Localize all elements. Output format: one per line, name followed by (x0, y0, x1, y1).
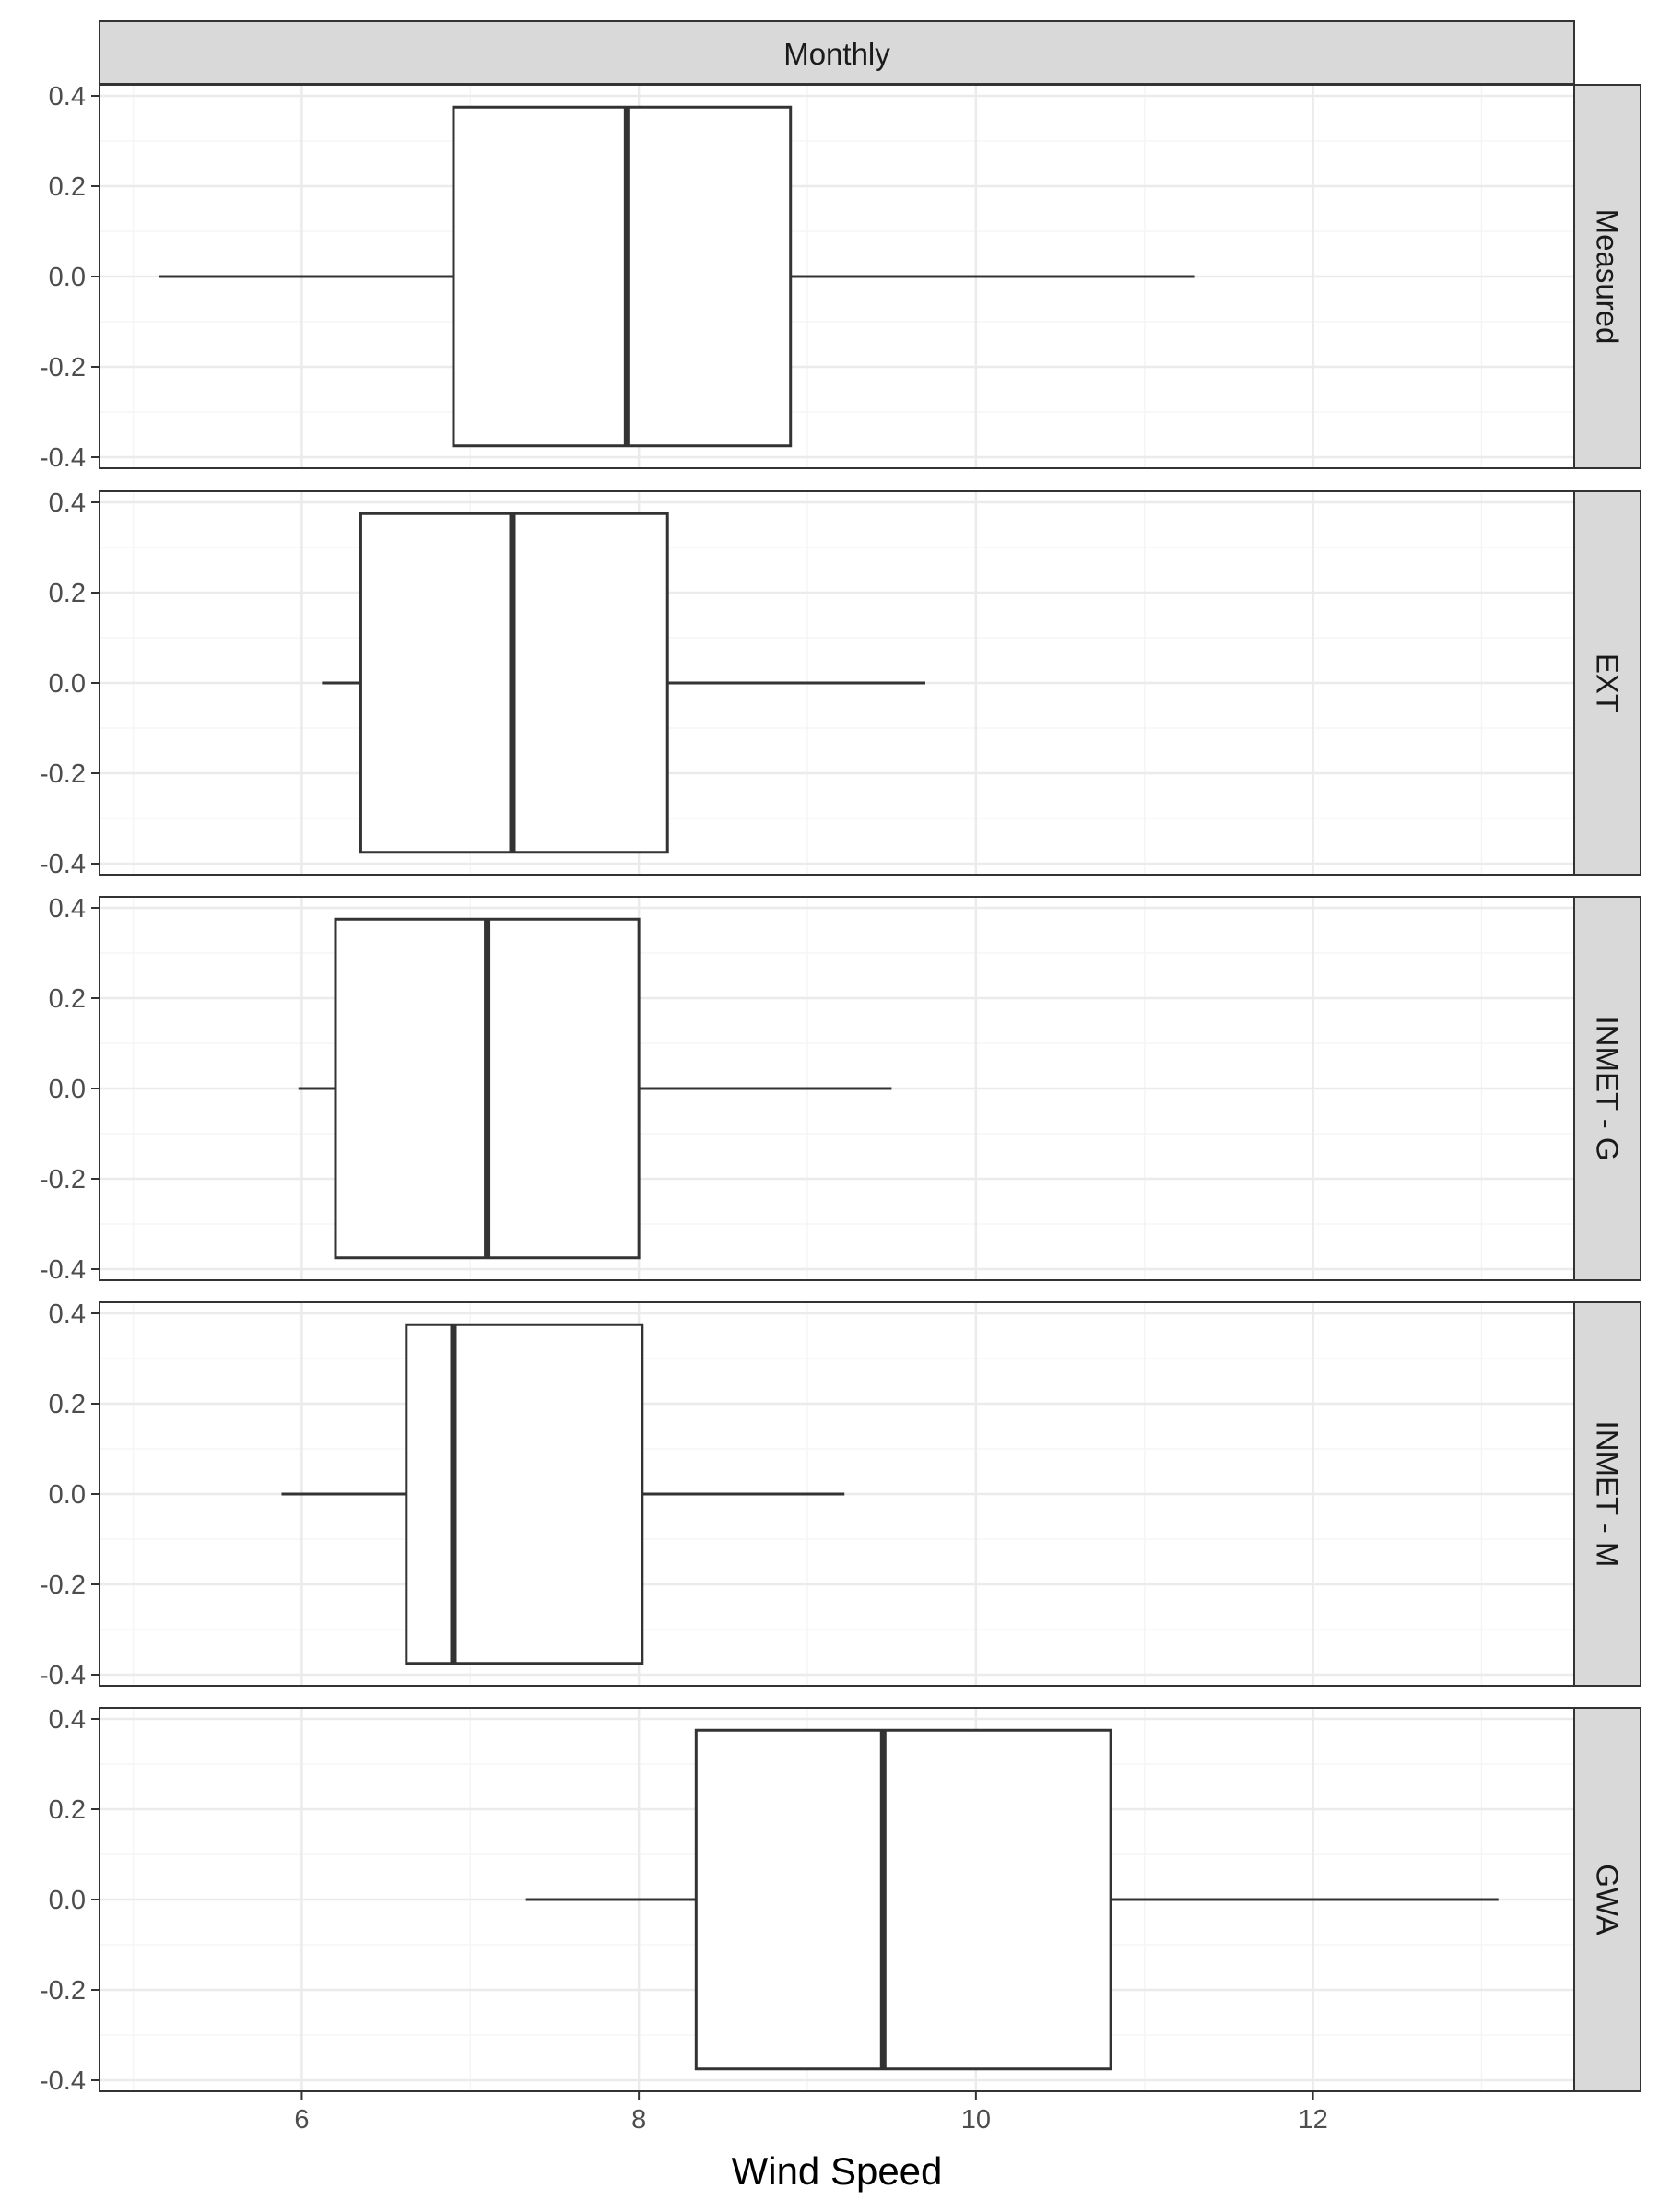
y-tick-label: 0.2 (49, 984, 86, 1014)
x-axis: 6 8 10 12 (294, 2091, 1328, 2135)
facet-label: GWA (1591, 1864, 1625, 1936)
y-tick-label: 0.0 (49, 1886, 86, 1915)
y-tick-label: 0.2 (49, 172, 86, 202)
y-tick-label: -0.4 (40, 850, 86, 879)
y-tick-label: -0.4 (40, 1661, 86, 1690)
panel: 0.4 0.2 0.0 -0.2 -0.4 GWA (40, 1705, 1641, 2096)
y-tick-label: -0.4 (40, 2066, 86, 2096)
y-tick-label: 0.2 (49, 1390, 86, 1419)
y-tick-label: -0.2 (40, 353, 86, 382)
y-tick-label: 0.0 (49, 669, 86, 699)
panels: 0.4 0.2 0.0 -0.2 -0.4 Measured 0.4 0.2 0.0 -0.2 -0… (40, 82, 1641, 2096)
x-tick-label: 8 (631, 2105, 646, 2135)
facet-strip-right (1573, 84, 1641, 469)
panel: 0.4 0.2 0.0 -0.2 -0.4 Measured (40, 82, 1641, 473)
box (452, 105, 793, 448)
facet-label: EXT (1591, 653, 1625, 712)
box (405, 1323, 644, 1665)
y-tick-label: -0.2 (40, 1571, 86, 1600)
y-tick-label: 0.2 (49, 1795, 86, 1825)
y-tick-label: -0.2 (40, 1165, 86, 1194)
y-tick-label: -0.4 (40, 1255, 86, 1285)
x-tick-label: 12 (1298, 2105, 1327, 2135)
y-tick-label: -0.2 (40, 759, 86, 789)
y-tick-label: 0.0 (49, 263, 86, 292)
y-tick-label: 0.4 (49, 82, 86, 112)
y-tick-label: 0.4 (49, 488, 86, 518)
y-tick-label: 0.4 (49, 894, 86, 924)
y-tick-label: 0.0 (49, 1480, 86, 1510)
y-tick-label: 0.2 (49, 579, 86, 608)
facet-title: Monthly (783, 37, 890, 71)
box (694, 1728, 1112, 2071)
panel: 0.4 0.2 0.0 -0.2 -0.4 EXT (40, 488, 1641, 879)
y-tick-label: -0.2 (40, 1976, 86, 2006)
facet-strip-top: Monthly (99, 20, 1575, 85)
y-tick-label: 0.4 (49, 1705, 86, 1735)
x-tick-label: 6 (294, 2105, 309, 2135)
facet-strip-background (99, 20, 1575, 85)
x-axis-title: Wind Speed (732, 2149, 943, 2193)
y-tick-label: -0.4 (40, 443, 86, 473)
x-tick-label: 10 (961, 2105, 991, 2135)
facet-strip-right (1573, 490, 1641, 876)
facet-strip-right (1573, 1301, 1641, 1687)
y-tick-label: 0.4 (49, 1300, 86, 1329)
facet-strip-right (1573, 1707, 1641, 2092)
facet-label: INMET - M (1591, 1421, 1625, 1568)
panel: 0.4 0.2 0.0 -0.2 -0.4 INMET - M (40, 1300, 1641, 1690)
facet-strip-right (1573, 896, 1641, 1281)
facet-label: INMET - G (1591, 1016, 1625, 1160)
y-tick-label: 0.0 (49, 1075, 86, 1104)
facet-label: Measured (1591, 209, 1625, 345)
panel: 0.4 0.2 0.0 -0.2 -0.4 INMET - G (40, 894, 1641, 1285)
